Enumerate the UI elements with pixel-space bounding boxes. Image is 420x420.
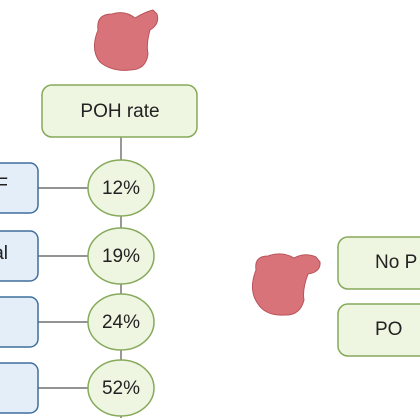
right-label: No P: [375, 252, 417, 273]
rate-label: 19%: [102, 246, 140, 267]
rate-label: 12%: [102, 178, 140, 199]
right-box: [337, 236, 420, 290]
category-label: F: [0, 175, 8, 196]
category-box: [0, 230, 39, 282]
right-box: [337, 303, 420, 357]
category-box: [0, 296, 39, 348]
pancreas-icon: [252, 253, 321, 316]
title-box: [41, 84, 198, 138]
category-box: [0, 162, 39, 214]
rate-label: 52%: [102, 378, 140, 399]
title: POH rate: [80, 101, 159, 122]
category-box: [0, 362, 39, 414]
rate-circle: [87, 293, 155, 351]
rate-circle: [87, 159, 155, 217]
rate-label: 24%: [102, 312, 140, 333]
category-label: cal: [0, 243, 8, 264]
right-label: PO: [375, 319, 402, 340]
rate-circle: [87, 227, 155, 285]
pancreas-icon: [94, 9, 159, 71]
rate-circle: [87, 359, 155, 417]
